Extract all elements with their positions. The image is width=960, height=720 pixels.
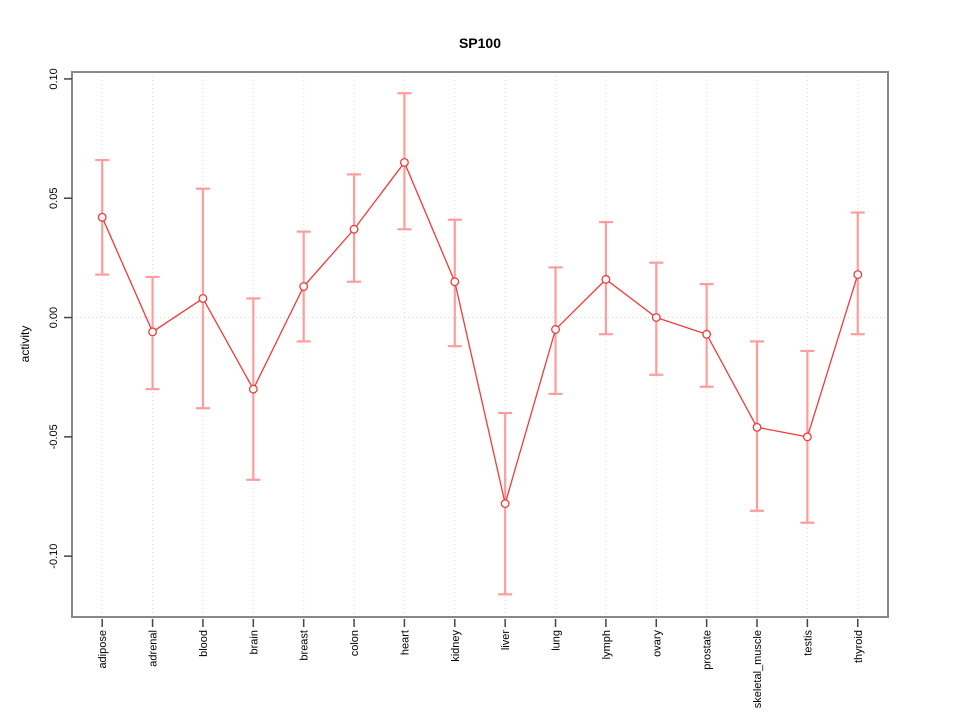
x-tick-label-lung: lung [551, 630, 563, 651]
data-point-skeletal_muscle [752, 422, 762, 432]
data-point-liver [500, 499, 510, 509]
data-point-heart [399, 157, 409, 167]
y-tick-label--0.10: -0.10 [48, 544, 60, 569]
data-point-lymph [601, 274, 611, 284]
y-axis-title: activity [18, 326, 32, 363]
data-point-colon [349, 224, 359, 234]
data-point-ovary [651, 313, 661, 322]
y-tick-label-0.00: 0.00 [48, 307, 60, 328]
x-tick-label-prostate: prostate [702, 630, 714, 670]
x-tick-label-heart: heart [399, 630, 411, 655]
x-tick-label-adrenal: adrenal [148, 630, 160, 667]
x-tick-label-colon: colon [349, 630, 361, 656]
x-tick-label-adipose: adipose [97, 630, 109, 669]
data-point-lung [551, 325, 560, 334]
grid-layer [72, 72, 888, 617]
data-point-thyroid [853, 270, 863, 280]
x-tick-label-brain: brain [248, 630, 260, 654]
error-bar-series-layer [95, 92, 865, 596]
data-point-adipose [97, 212, 107, 222]
x-tick-label-skeletal_muscle: skeletal_muscle [752, 630, 764, 708]
y-tick-label-0.05: 0.05 [48, 188, 60, 209]
data-point-kidney [450, 277, 460, 287]
x-tick-label-blood: blood [198, 630, 210, 657]
x-tick-label-testis: testis [802, 630, 814, 656]
x-tick-label-lymph: lymph [601, 630, 613, 659]
axis-layer: -0.10 -0.05 0.00 0.05 0.10 adipose adrenal bloo… [48, 68, 865, 708]
x-tick-label-kidney: kidney [450, 630, 462, 662]
data-point-prostate [702, 329, 712, 339]
y-tick-label--0.05: -0.05 [48, 424, 60, 449]
y-tick-label-0.10: 0.10 [48, 68, 60, 89]
series-line [101, 161, 859, 504]
data-point-adrenal [148, 327, 158, 337]
chart-title: SP100 [459, 35, 501, 51]
x-tick-label-breast: breast [299, 630, 311, 661]
plot-border [71, 71, 889, 618]
data-point-brain [248, 384, 258, 394]
x-tick-label-thyroid: thyroid [853, 630, 865, 663]
data-point-blood [198, 293, 208, 303]
data-point-breast [299, 282, 309, 291]
x-tick-label-ovary: ovary [651, 630, 663, 657]
plot-frame-layer [71, 71, 889, 618]
data-point-testis [802, 432, 812, 442]
x-tick-label-liver: liver [500, 630, 512, 651]
